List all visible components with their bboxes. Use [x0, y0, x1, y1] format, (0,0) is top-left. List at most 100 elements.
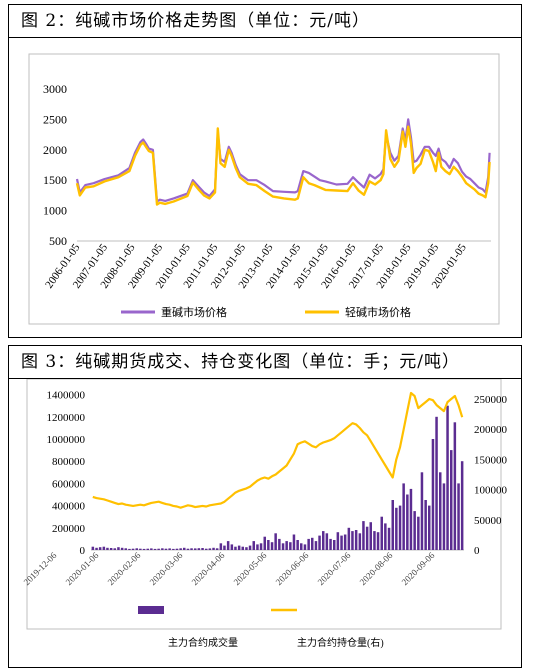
volume-bar [282, 543, 285, 550]
volume-bar [161, 548, 164, 550]
volume-bar [136, 548, 139, 550]
volume-bar [150, 548, 153, 550]
volume-bar [446, 406, 449, 550]
volume-bar [99, 547, 102, 550]
volume-bar [443, 483, 446, 550]
right-tick-label: 250000 [474, 394, 508, 406]
volume-bar [128, 549, 131, 550]
legend-label-0: 重碱市场价格 [161, 305, 227, 319]
volume-bar [461, 461, 464, 550]
volume-bar [194, 548, 197, 550]
figure3-caption: 图 3：纯碱期货成交、持仓变化图（单位：手；元/吨） [8, 345, 522, 379]
legend-label-volume: 主力合约成交量 [168, 636, 238, 649]
x-tick-label: 2020-02-06 [106, 550, 143, 587]
volume-bar [406, 495, 409, 551]
volume-bar [95, 548, 98, 550]
volume-bar [117, 547, 120, 550]
volume-bar [278, 539, 281, 550]
volume-bar [106, 548, 109, 550]
volume-bar [103, 547, 106, 550]
x-tick-label: 2020-05-06 [232, 550, 269, 587]
volume-bar [143, 549, 146, 550]
volume-bar [344, 535, 347, 551]
y-tick-label: 2500 [43, 112, 67, 126]
volume-bar [417, 517, 420, 550]
left-tick-label: 800000 [52, 456, 86, 468]
volume-bar [311, 538, 314, 550]
volume-bar [392, 500, 395, 550]
volume-bar [168, 548, 171, 550]
volume-bar [366, 527, 369, 550]
volume-bar [450, 450, 453, 550]
volume-bar [395, 508, 398, 550]
volume-bar [209, 548, 212, 550]
x-tick-label: 2020-03-06 [148, 550, 185, 587]
volume-bar [223, 546, 226, 550]
volume-bar [307, 539, 310, 550]
volume-bar [402, 483, 405, 550]
volume-bar [285, 541, 288, 550]
left-tick-label: 1000000 [47, 434, 86, 446]
volume-bar [337, 532, 340, 550]
volume-bar [326, 533, 329, 550]
right-tick-label: 0 [474, 545, 480, 557]
volume-bar [322, 531, 325, 550]
volume-bar [399, 506, 402, 550]
volume-bar [110, 548, 113, 550]
volume-bar [340, 536, 343, 550]
volume-bar [348, 528, 351, 550]
y-tick-label: 1000 [43, 204, 67, 218]
volume-bar [245, 547, 248, 550]
left-tick-label: 600000 [52, 478, 86, 490]
volume-bar [220, 543, 223, 550]
volume-bar [428, 506, 431, 550]
volume-bar [132, 549, 135, 550]
volume-bar [187, 549, 190, 550]
volume-bar [201, 548, 204, 550]
volume-bar [370, 522, 373, 550]
volume-bar [267, 540, 270, 550]
volume-bar [157, 549, 160, 550]
legend-swatch-volume [138, 606, 164, 614]
left-tick-label: 0 [80, 545, 86, 557]
x-tick-label: 2020-09-06 [400, 550, 437, 587]
volume-bar [351, 531, 354, 550]
volume-bar [172, 549, 175, 550]
volume-bar [359, 533, 362, 550]
volume-bar [264, 537, 267, 550]
volume-bar [413, 511, 416, 550]
volume-bar [296, 540, 299, 550]
volume-bar [435, 417, 438, 550]
volume-bar [176, 549, 179, 550]
volume-bar [139, 549, 142, 550]
volume-bar [271, 542, 274, 550]
series-line-0 [77, 119, 490, 201]
volume-bar [377, 532, 380, 550]
y-tick-label: 500 [49, 234, 67, 248]
volume-bar [231, 544, 234, 550]
volume-bar [388, 528, 391, 550]
x-tick-label: 2020-04-06 [190, 550, 227, 587]
y-tick-label: 3000 [43, 82, 67, 96]
volume-bar [439, 472, 442, 550]
volume-bar [205, 549, 208, 550]
left-tick-label: 400000 [52, 501, 86, 513]
volume-bar [256, 544, 259, 550]
volume-bar [179, 548, 182, 550]
volume-bar [198, 548, 201, 550]
volume-bar [125, 548, 128, 550]
y-tick-label: 2000 [43, 143, 67, 157]
volume-bar [260, 543, 263, 550]
volume-bar [355, 530, 358, 550]
plot-frame [27, 379, 501, 629]
figure2-chart-box: 3000 2500 2000 1500 1000 500 2006-01-05 2007-01… [8, 38, 522, 338]
volume-bar [274, 533, 277, 550]
volume-bar [147, 549, 150, 550]
x-tick-label: 2020-06-06 [274, 550, 311, 587]
futures-volume-oi-chart: 1400000120000010000008000006000004000002… [9, 379, 521, 668]
left-tick-label: 1200000 [47, 412, 86, 424]
volume-bar [432, 439, 435, 550]
volume-bar [454, 422, 457, 550]
volume-bar [410, 489, 413, 550]
open-interest-line [93, 393, 462, 508]
